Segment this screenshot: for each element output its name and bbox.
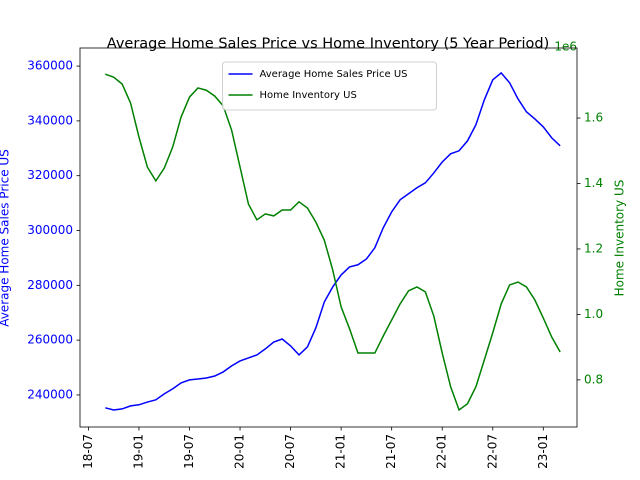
legend-box [222, 61, 437, 111]
x-tick-label: 20-01 [233, 434, 247, 469]
y-tick-label: 240000 [27, 387, 73, 401]
y2-tick-label: 1.4 [584, 176, 603, 190]
x-tick-label: 21-07 [384, 434, 398, 469]
x-tick-label: 19-07 [182, 434, 196, 469]
y-tick-label: 360000 [27, 59, 73, 73]
y2-tick-label: 1.2 [584, 241, 603, 255]
plot-frame [79, 47, 578, 428]
series-line [105, 73, 561, 412]
y-tick-label: 340000 [27, 113, 73, 127]
x-tick-label: 21-01 [334, 434, 348, 469]
y-tick-label: 260000 [27, 333, 73, 347]
legend-label: Average Home Sales Price US [260, 69, 408, 80]
y-axis-label: Average Home Sales Price US [0, 149, 12, 327]
y2-offset-label: 1e6 [554, 40, 577, 54]
y-tick-label: 280000 [27, 278, 73, 292]
y-tick-label: 320000 [27, 168, 73, 182]
y2-axis-label: Home Inventory US [613, 180, 627, 297]
x-tick-label: 22-01 [435, 434, 449, 469]
x-tick-label: 18-07 [81, 434, 95, 469]
y-tick-label: 300000 [27, 223, 73, 237]
x-tick-label: 19-01 [131, 434, 145, 469]
x-tick-label: 23-01 [536, 434, 550, 469]
y2-tick-label: 1.6 [584, 111, 603, 125]
y2-tick-label: 0.8 [584, 372, 603, 386]
y2-tick-label: 1.0 [584, 307, 603, 321]
x-tick-label: 20-07 [283, 434, 297, 469]
series-line [105, 71, 561, 411]
x-tick-label: 22-07 [485, 434, 499, 469]
chart-title: Average Home Sales Price vs Home Invento… [107, 36, 549, 52]
legend-label: Home Inventory US [260, 90, 357, 101]
